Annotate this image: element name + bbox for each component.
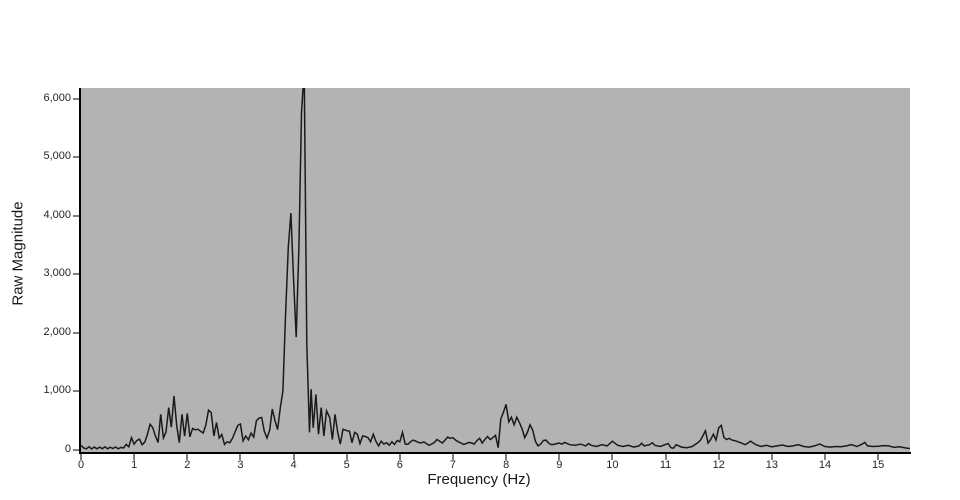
y-tick-mark (73, 449, 79, 451)
x-tick-mark (292, 454, 295, 460)
spectrum-line (81, 88, 910, 450)
x-tick-mark (186, 454, 189, 460)
y-tick-mark (73, 331, 79, 334)
y-axis-title: Raw Magnitude (9, 201, 27, 306)
x-tick-mark (558, 454, 561, 460)
y-tick-label: 2,000 (43, 325, 71, 338)
x-tick-label: 8 (503, 459, 510, 471)
plot-area (81, 88, 910, 452)
x-tick-label: 0 (77, 459, 85, 471)
y-tick-label: 5,000 (43, 150, 71, 163)
spectrum-line-svg (81, 88, 910, 450)
y-tick-label: 4,000 (43, 208, 71, 221)
x-tick-mark (877, 454, 880, 460)
x-tick-label: 5 (343, 459, 350, 471)
x-axis-title: Frequency (Hz) (427, 471, 531, 488)
x-tick-label: 11 (659, 459, 672, 471)
x-tick-mark (451, 454, 454, 460)
y-axis-line (79, 88, 81, 454)
y-tick-label: 1,000 (43, 384, 71, 397)
x-tick-mark (823, 454, 826, 460)
y-tick-mark (73, 97, 79, 100)
y-tick-mark (73, 156, 79, 159)
x-axis-line (79, 452, 911, 454)
x-tick-label: 15 (871, 459, 885, 471)
x-tick-label: 14 (818, 459, 832, 471)
x-tick-mark (239, 454, 242, 460)
x-tick-label: 10 (606, 459, 619, 471)
x-tick-label: 2 (184, 459, 191, 471)
x-tick-label: 1 (131, 459, 138, 471)
x-tick-mark (80, 454, 82, 460)
y-tick-label: 0 (64, 443, 71, 455)
x-tick-mark (398, 454, 401, 460)
x-tick-mark (505, 454, 508, 460)
x-tick-label: 12 (712, 459, 725, 471)
x-tick-label: 9 (556, 459, 563, 471)
y-tick-label: 6,000 (43, 91, 71, 104)
x-tick-mark (770, 454, 773, 460)
x-tick-label: 4 (290, 459, 297, 471)
x-tick-label: 3 (237, 459, 244, 471)
x-tick-label: 6 (396, 459, 403, 471)
y-tick-mark (73, 273, 79, 276)
x-tick-mark (345, 454, 348, 460)
x-tick-mark (611, 454, 614, 460)
x-tick-mark (664, 454, 667, 460)
x-tick-label: 7 (449, 459, 457, 471)
y-tick-mark (73, 214, 79, 217)
y-tick-label: 3,000 (43, 267, 71, 280)
y-tick-mark (73, 390, 79, 393)
x-tick-mark (133, 454, 136, 460)
x-tick-mark (717, 454, 720, 460)
x-tick-label: 13 (765, 459, 778, 471)
